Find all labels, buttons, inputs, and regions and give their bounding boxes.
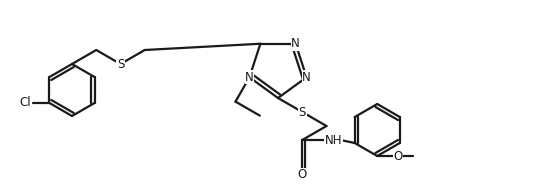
Text: N: N [302, 71, 311, 84]
Text: N: N [245, 71, 254, 84]
Text: O: O [394, 149, 403, 162]
Text: S: S [299, 105, 306, 118]
Text: Cl: Cl [19, 96, 31, 109]
Text: N: N [291, 37, 300, 50]
Text: O: O [298, 169, 307, 181]
Text: S: S [117, 57, 124, 70]
Text: NH: NH [325, 134, 342, 146]
